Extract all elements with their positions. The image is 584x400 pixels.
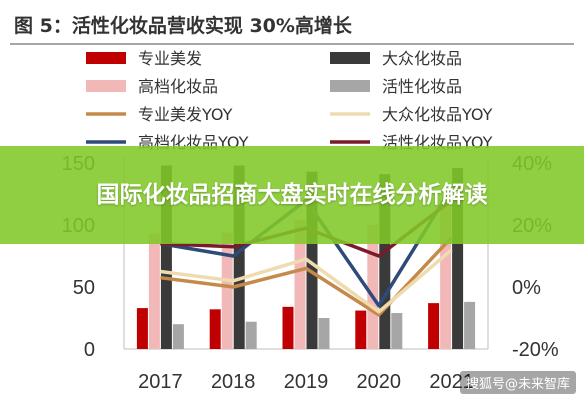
bar	[452, 167, 464, 349]
bar	[221, 232, 233, 349]
legend-swatch	[330, 52, 370, 64]
y-right-tick-label: -20%	[512, 339, 559, 361]
bar	[294, 220, 306, 349]
bar	[464, 301, 476, 349]
bar	[428, 303, 440, 349]
bar	[379, 174, 391, 349]
bar	[209, 309, 221, 349]
y-left-tick-label: 0	[84, 339, 95, 361]
bar	[233, 165, 245, 349]
y-left-tick-label: 50	[73, 277, 95, 299]
bar	[355, 310, 367, 349]
legend-swatch	[86, 80, 126, 92]
article-title-banner: 国际化妆品招商大盘实时在线分析解读	[0, 146, 584, 244]
legend-swatch	[86, 52, 126, 64]
bar	[391, 313, 403, 349]
bar	[245, 321, 257, 349]
chart-title: 图 5：活性化妆品营收实现 30%高增长	[14, 14, 353, 37]
bar	[367, 225, 379, 349]
bar	[148, 233, 160, 349]
bar	[318, 318, 330, 349]
legend-swatch	[330, 80, 370, 92]
legend-label: 大众化妆品	[382, 49, 462, 68]
series-line	[160, 248, 453, 314]
bar	[136, 308, 148, 349]
x-tick-label: 2019	[284, 371, 329, 393]
article-title: 国际化妆品招商大盘实时在线分析解读	[96, 182, 488, 208]
bar	[160, 165, 172, 349]
legend-label: 活性化妆品	[382, 77, 462, 96]
legend-label: 高档化妆品	[138, 77, 218, 96]
bar	[282, 306, 294, 349]
x-tick-label: 2021	[429, 371, 474, 393]
x-tick-label: 2020	[357, 371, 402, 393]
x-tick-label: 2018	[211, 371, 256, 393]
watermark-badge: 搜狐号@未来智库	[459, 371, 576, 394]
legend-label: 专业美发	[138, 49, 202, 68]
bar	[172, 324, 184, 349]
legend-label: 专业美发YOY	[138, 105, 233, 124]
legend-label: 大众化妆品YOY	[382, 105, 493, 124]
bar	[306, 171, 318, 349]
x-tick-label: 2017	[138, 371, 183, 393]
bar	[440, 202, 452, 349]
y-right-tick-label: 0%	[512, 277, 541, 299]
